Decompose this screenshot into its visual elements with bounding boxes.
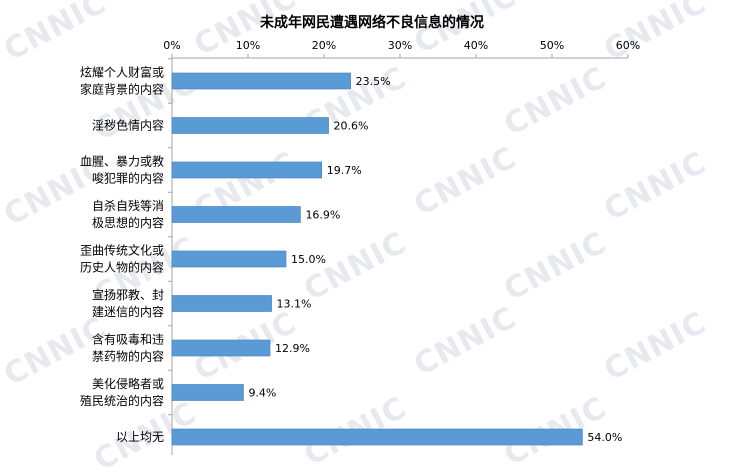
watermark-text: CNNIC <box>499 225 613 308</box>
category-label: 宣扬邪教、封 <box>92 287 164 302</box>
bar <box>171 72 351 90</box>
bars: 23.5% 20.6% 19.7% 16.9% 15.0% 13.1% 12.9% 9.4% 5… <box>171 72 622 446</box>
bar <box>171 384 244 401</box>
category-label: 自杀自残等消 <box>92 198 164 213</box>
category-label: 血腥、暴力或教 <box>80 154 164 169</box>
data-label: 13.1% <box>277 298 312 311</box>
data-label: 9.4% <box>248 387 276 400</box>
bar <box>171 339 271 357</box>
x-tick-label: 20% <box>312 39 336 52</box>
category-label: 歪曲传统文化或 <box>80 243 164 258</box>
bar <box>171 428 583 446</box>
x-tick-label: 40% <box>464 39 488 52</box>
category-label: 禁药物的内容 <box>92 349 164 364</box>
watermark-text: CNNIC <box>409 140 523 223</box>
watermark-text: CNNIC <box>299 225 413 308</box>
data-label: 12.9% <box>275 342 310 355</box>
x-tick-label: 60% <box>616 39 640 52</box>
chart-title: 未成年网民遭遇网络不良信息的情况 <box>260 14 484 31</box>
x-tick-label: 0% <box>163 39 180 52</box>
data-label: 19.7% <box>327 164 362 177</box>
x-tick-label: 50% <box>540 39 564 52</box>
watermark-text: CNNIC <box>599 305 713 388</box>
category-label: 唆犯罪的内容 <box>92 171 164 186</box>
category-label: 极思想的内容 <box>92 215 164 230</box>
category-label: 含有吸毒和违 <box>92 332 164 347</box>
x-tick-label: 10% <box>236 39 260 52</box>
data-label: 54.0% <box>587 431 622 444</box>
category-label: 家庭背景的内容 <box>80 82 164 97</box>
data-label: 20.6% <box>334 120 369 133</box>
data-label: 16.9% <box>305 209 340 222</box>
category-label: 历史人物的内容 <box>80 260 164 275</box>
category-label: 美化侵略者或 <box>92 376 164 391</box>
watermark-text: CNNIC <box>409 300 523 383</box>
bar <box>171 161 323 179</box>
bar <box>171 250 287 268</box>
category-label: 淫秽色情内容 <box>92 118 164 133</box>
watermark-text: CNNIC <box>0 0 113 68</box>
category-label: 殖民统治的内容 <box>80 393 164 408</box>
category-label: 炫耀个人财富或 <box>80 65 164 80</box>
category-labels: 炫耀个人财富或家庭背景的内容淫秽色情内容血腥、暴力或教唆犯罪的内容自杀自残等消极… <box>80 65 164 445</box>
category-label: 建迷信的内容 <box>92 304 164 319</box>
category-label: 以上均无 <box>116 430 164 444</box>
data-label: 23.5% <box>356 75 391 88</box>
bar <box>171 295 272 312</box>
watermark-text: CNNIC <box>189 0 303 63</box>
x-tick-label: 30% <box>388 39 412 52</box>
bar <box>171 117 329 134</box>
watermark-text: CNNIC <box>499 60 613 143</box>
bar <box>171 206 301 223</box>
watermark-text: CNNIC <box>599 145 713 228</box>
data-label: 15.0% <box>291 253 326 266</box>
